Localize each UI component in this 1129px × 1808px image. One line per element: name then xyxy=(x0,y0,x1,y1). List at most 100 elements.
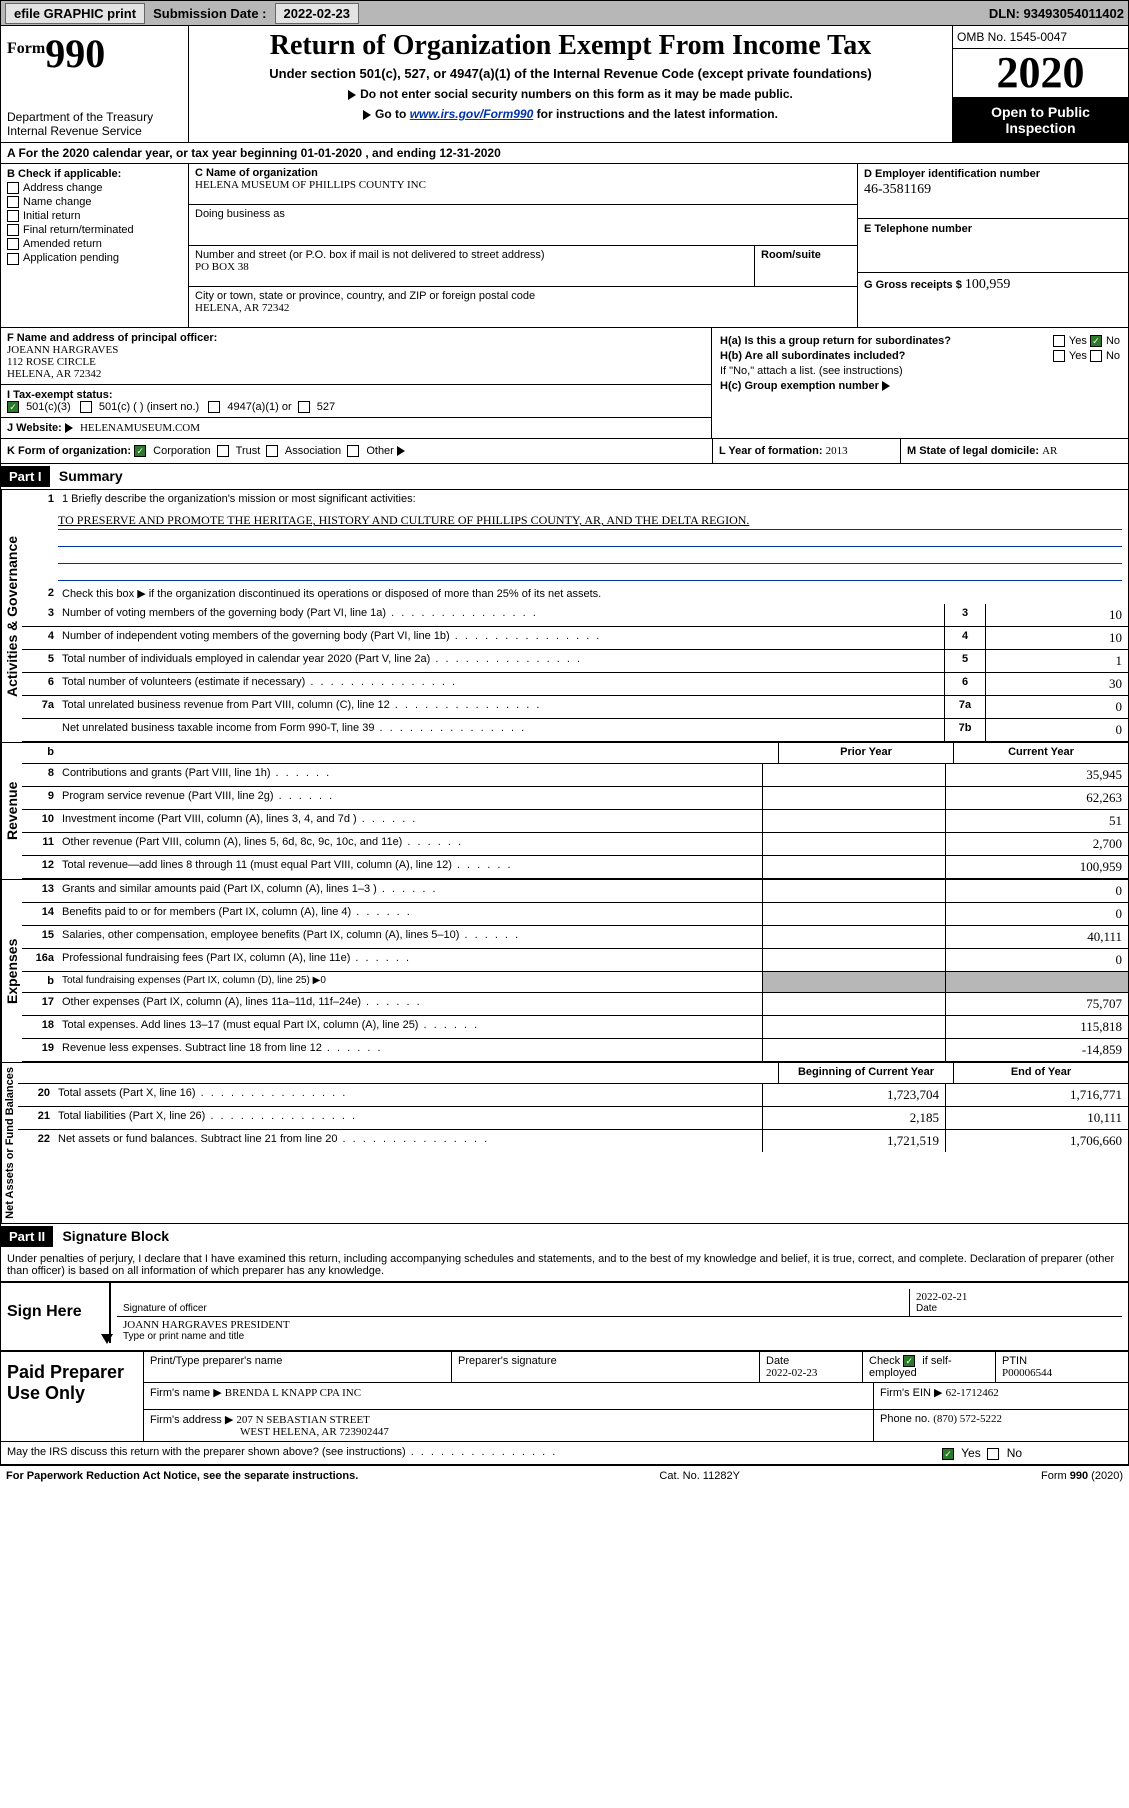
box-b: B Check if applicable: Address change Na… xyxy=(1,164,189,327)
hb-no[interactable] xyxy=(1090,350,1102,362)
footer-mid: Cat. No. 11282Y xyxy=(659,1470,740,1482)
sig-name-label: Type or print name and title xyxy=(123,1331,1116,1342)
tax-status-label: I Tax-exempt status: xyxy=(7,389,113,401)
firm-name: BRENDA L KNAPP CPA INC xyxy=(225,1387,361,1399)
firm-ein-label: Firm's EIN ▶ xyxy=(880,1387,943,1399)
website-label: J Website: xyxy=(7,422,62,434)
check-501c3[interactable] xyxy=(7,401,19,413)
opt-527: 527 xyxy=(317,401,335,413)
discuss-no[interactable] xyxy=(987,1448,999,1460)
officer-addr1: 112 ROSE CIRCLE xyxy=(7,356,705,368)
check-pending[interactable]: Application pending xyxy=(7,252,182,264)
prep-h2: Preparer's signature xyxy=(451,1352,759,1382)
tax-year: 2020 xyxy=(953,49,1128,98)
org-name-label: C Name of organization xyxy=(195,167,851,179)
box-m: M State of legal domicile: AR xyxy=(900,439,1128,463)
box-l: L Year of formation: 2013 xyxy=(712,439,900,463)
check-4947[interactable] xyxy=(208,401,220,413)
hb-yes[interactable] xyxy=(1053,350,1065,362)
mission-area: TO PRESERVE AND PROMOTE THE HERITAGE, HI… xyxy=(22,510,1128,584)
submission-label: Submission Date : xyxy=(153,6,266,21)
ha-yes[interactable] xyxy=(1053,335,1065,347)
side-governance: Activities & Governance xyxy=(1,490,22,742)
part1-title: Summary xyxy=(53,468,123,484)
ptin: P00006544 xyxy=(1002,1367,1052,1379)
check-final[interactable]: Final return/terminated xyxy=(7,224,182,236)
ha-no[interactable] xyxy=(1090,335,1102,347)
opt-501c: 501(c) ( ) (insert no.) xyxy=(99,401,199,413)
sig-name: JOANN HARGRAVES PRESIDENT xyxy=(123,1319,1116,1331)
box-h: H(a) Is this a group return for subordin… xyxy=(712,328,1128,438)
line-a: A For the 2020 calendar year, or tax yea… xyxy=(1,143,1128,164)
side-revenue: Revenue xyxy=(1,743,22,879)
header: Form990 Department of the Treasury Inter… xyxy=(1,26,1128,143)
box-k: K Form of organization: Corporation Trus… xyxy=(1,439,712,463)
mission-text: TO PRESERVE AND PROMOTE THE HERITAGE, HI… xyxy=(58,513,1122,530)
header-right: OMB No. 1545-0047 2020 Open to Public In… xyxy=(952,26,1128,142)
firm-phone: (870) 572-5222 xyxy=(933,1413,1002,1425)
ein-value: 46-3581169 xyxy=(864,180,1122,198)
addr: PO BOX 38 xyxy=(195,261,748,273)
prep-h1: Print/Type preparer's name xyxy=(143,1352,451,1382)
efile-button[interactable]: efile GRAPHIC print xyxy=(5,3,145,24)
check-amended[interactable]: Amended return xyxy=(7,238,182,250)
submission-date: 2022-02-23 xyxy=(275,3,360,24)
check-address[interactable]: Address change xyxy=(7,182,182,194)
check-name[interactable]: Name change xyxy=(7,196,182,208)
officer-name: JOEANN HARGRAVES xyxy=(7,344,705,356)
firm-addr-label: Firm's address ▶ xyxy=(150,1414,233,1426)
part2-title: Signature Block xyxy=(56,1228,169,1244)
check-527[interactable] xyxy=(298,401,310,413)
city: HELENA, AR 72342 xyxy=(195,302,851,314)
opt-4947: 4947(a)(1) or xyxy=(227,401,291,413)
perjury-text: Under penalties of perjury, I declare th… xyxy=(1,1249,1128,1282)
governance-section: Activities & Governance 1 1 Briefly desc… xyxy=(1,490,1128,743)
opt-501c3: 501(c)(3) xyxy=(26,401,71,413)
k-trust[interactable] xyxy=(217,445,229,457)
inspection-notice: Open to Public Inspection xyxy=(953,98,1128,142)
side-expenses: Expenses xyxy=(1,880,22,1062)
form-number: Form990 xyxy=(7,30,182,77)
form-subtitle: Under section 501(c), 527, or 4947(a)(1)… xyxy=(197,66,944,81)
hdr-end: End of Year xyxy=(953,1063,1128,1083)
box-b-label: B Check if applicable: xyxy=(7,168,182,180)
expenses-section: Expenses 13Grants and similar amounts pa… xyxy=(1,880,1128,1063)
phone-value xyxy=(864,235,1122,237)
city-label: City or town, state or province, country… xyxy=(195,290,851,302)
prep-title: Paid Preparer Use Only xyxy=(1,1352,143,1441)
k-corp[interactable] xyxy=(134,445,146,457)
hc-label: H(c) Group exemption number xyxy=(720,380,879,392)
org-name: HELENA MUSEUM OF PHILLIPS COUNTY INC xyxy=(195,179,851,191)
preparer-block: Paid Preparer Use Only Print/Type prepar… xyxy=(1,1352,1128,1442)
k-assoc[interactable] xyxy=(266,445,278,457)
check-501c[interactable] xyxy=(80,401,92,413)
k-other[interactable] xyxy=(347,445,359,457)
row-klm: K Form of organization: Corporation Trus… xyxy=(1,439,1128,464)
net-section: Net Assets or Fund Balances Beginning of… xyxy=(1,1063,1128,1224)
firm-label: Firm's name ▶ xyxy=(150,1387,222,1399)
firm-addr1: 207 N SEBASTIAN STREET xyxy=(236,1414,370,1426)
firm-phone-label: Phone no. xyxy=(880,1413,930,1425)
irs-link[interactable]: www.irs.gov/Form990 xyxy=(410,107,534,121)
part2-badge: Part II xyxy=(1,1226,53,1247)
hb-note: If "No," attach a list. (see instruction… xyxy=(720,365,1120,377)
dba-label: Doing business as xyxy=(195,208,851,220)
box-k-label: K Form of organization: xyxy=(7,445,131,457)
sign-here-label: Sign Here xyxy=(1,1283,93,1350)
footer: For Paperwork Reduction Act Notice, see … xyxy=(0,1466,1129,1486)
part1-badge: Part I xyxy=(1,466,50,487)
side-net: Net Assets or Fund Balances xyxy=(1,1063,18,1223)
box-deg: D Employer identification number46-35811… xyxy=(857,164,1128,327)
box-i: I Tax-exempt status: 501(c)(3) 501(c) ( … xyxy=(1,384,711,418)
firm-ein: 62-1712462 xyxy=(946,1387,999,1399)
discuss-yes[interactable] xyxy=(942,1448,954,1460)
room-label: Room/suite xyxy=(754,246,857,286)
part2-header: Part II Signature Block xyxy=(1,1224,1128,1249)
sig-date-label: Date xyxy=(916,1303,1116,1314)
prep-h5: PTIN xyxy=(1002,1355,1027,1367)
check-initial[interactable]: Initial return xyxy=(7,210,182,222)
box-j: J Website: HELENAMUSEUM.COM xyxy=(1,418,711,438)
prep-h4: Check xyxy=(869,1355,903,1367)
note-1: Do not enter social security numbers on … xyxy=(197,87,944,101)
self-emp-check[interactable] xyxy=(903,1355,915,1367)
